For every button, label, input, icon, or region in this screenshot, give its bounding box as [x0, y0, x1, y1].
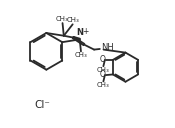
Text: N: N [76, 28, 83, 37]
Text: CH₃: CH₃ [97, 82, 110, 88]
Text: CH₃: CH₃ [97, 67, 110, 73]
Text: CH₃: CH₃ [75, 52, 87, 58]
Text: NH: NH [101, 43, 114, 52]
Text: Cl⁻: Cl⁻ [34, 100, 50, 110]
Text: O: O [100, 55, 105, 64]
Text: CH₃: CH₃ [55, 16, 68, 22]
Text: O: O [100, 70, 105, 79]
Text: +: + [82, 27, 89, 36]
Text: CH₃: CH₃ [67, 17, 80, 23]
